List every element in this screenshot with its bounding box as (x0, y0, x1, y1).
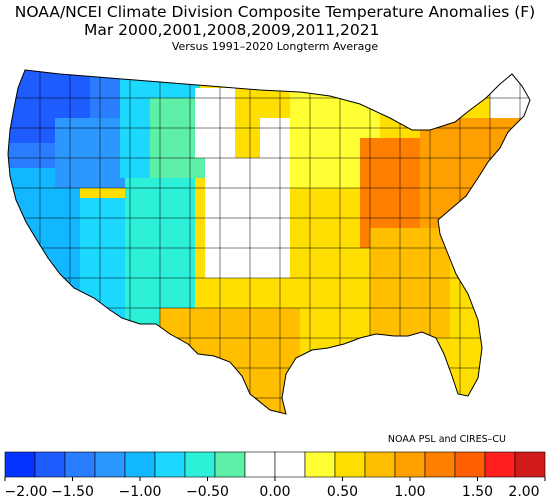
legend-tick-label: 1.00 (394, 484, 425, 499)
legend-swatch (154, 451, 186, 478)
map-title: NOAA/NCEI Climate Division Composite Tem… (14, 3, 536, 21)
legend-swatch (4, 451, 36, 478)
legend-tick-label: −1.50 (51, 484, 94, 499)
legend-swatch (454, 451, 486, 478)
legend-swatch (484, 451, 516, 478)
legend-swatch (274, 451, 306, 478)
legend-swatch (244, 451, 276, 478)
legend-swatch (394, 451, 426, 478)
legend-swatch (34, 451, 66, 478)
legend-swatch (214, 451, 246, 478)
legend-swatch (424, 451, 456, 478)
map-subtitle: Mar 2000,2001,2008,2009,2011,2021 (84, 21, 380, 39)
color-scale-legend: −2.00 −1.50 −1.00 −0.50 0.00 0.50 1.00 1.50 2.00 (4, 451, 546, 499)
legend-swatch (94, 451, 126, 478)
legend-tick-label: −0.50 (186, 484, 229, 499)
legend-swatch (334, 451, 366, 478)
legend-tick-label: 1.50 (462, 484, 493, 499)
legend-tick-label: −2.00 (5, 484, 48, 499)
legend-tick-label: 2.00 (508, 484, 539, 499)
legend-tick-label: 0.50 (327, 484, 358, 499)
legend-swatch (514, 451, 546, 478)
legend-swatch (64, 451, 96, 478)
us-climate-division-map (7, 69, 531, 415)
legend-swatch (304, 451, 336, 478)
legend-tick-label: 0.00 (259, 484, 290, 499)
legend-swatch (184, 451, 216, 478)
legend-swatch (364, 451, 396, 478)
legend-swatch (124, 451, 156, 478)
baseline-note: Versus 1991–2020 Longterm Average (171, 40, 379, 53)
data-credit: NOAA PSL and CIRES–CU (387, 434, 506, 445)
legend-tick-label: −1.00 (119, 484, 162, 499)
